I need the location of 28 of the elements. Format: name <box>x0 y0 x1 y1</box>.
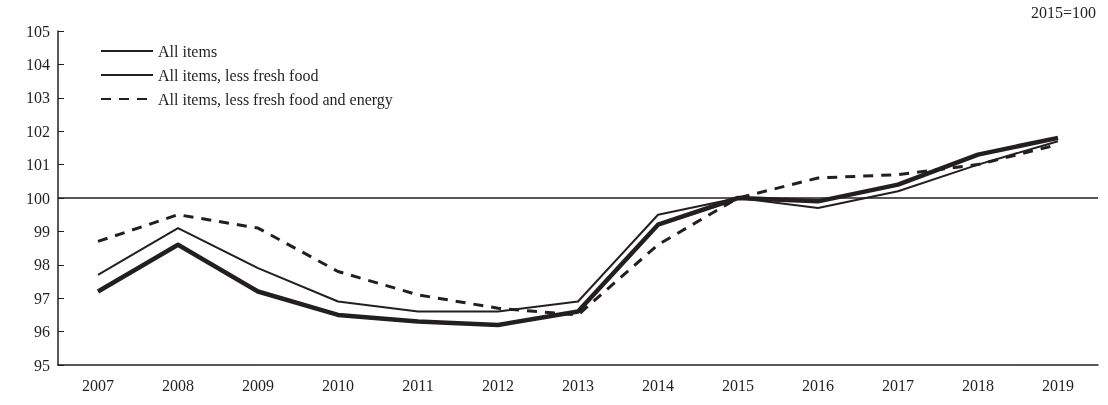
y-tick-label: 104 <box>26 55 50 73</box>
y-tick-label: 100 <box>26 189 50 207</box>
x-tick-label: 2008 <box>162 376 194 394</box>
y-tick-label: 99 <box>34 222 50 240</box>
x-tick-label: 2017 <box>882 376 914 394</box>
x-tick-label: 2007 <box>82 376 114 394</box>
x-tick-label: 2019 <box>1042 376 1074 394</box>
x-tick-label: 2010 <box>322 376 354 394</box>
legend-label: All items <box>158 42 218 60</box>
text: 2015=100 <box>1030 3 1097 21</box>
y-tick-label: 97 <box>34 289 50 307</box>
legend-label: All items, less fresh food and energy <box>158 90 393 109</box>
y-tick-label: 105 <box>26 22 50 40</box>
x-tick-label: 2009 <box>242 376 274 394</box>
y-tick-label: 103 <box>26 89 50 107</box>
x-tick-label: 2016 <box>802 376 834 394</box>
y-tick-label: 95 <box>34 356 50 374</box>
y-tick-label: 96 <box>34 323 50 341</box>
y-tick-label: 101 <box>26 156 50 174</box>
legend-label: All items, less fresh food <box>158 66 319 84</box>
x-tick-label: 2014 <box>642 376 674 394</box>
x-tick-label: 2018 <box>962 376 994 394</box>
x-tick-label: 2011 <box>402 376 434 394</box>
x-tick-label: 2015 <box>722 376 754 394</box>
y-tick-label: 102 <box>26 122 50 140</box>
x-tick-label: 2013 <box>562 376 594 394</box>
y-tick-label: 98 <box>34 256 50 274</box>
x-tick-label: 2012 <box>482 376 514 394</box>
